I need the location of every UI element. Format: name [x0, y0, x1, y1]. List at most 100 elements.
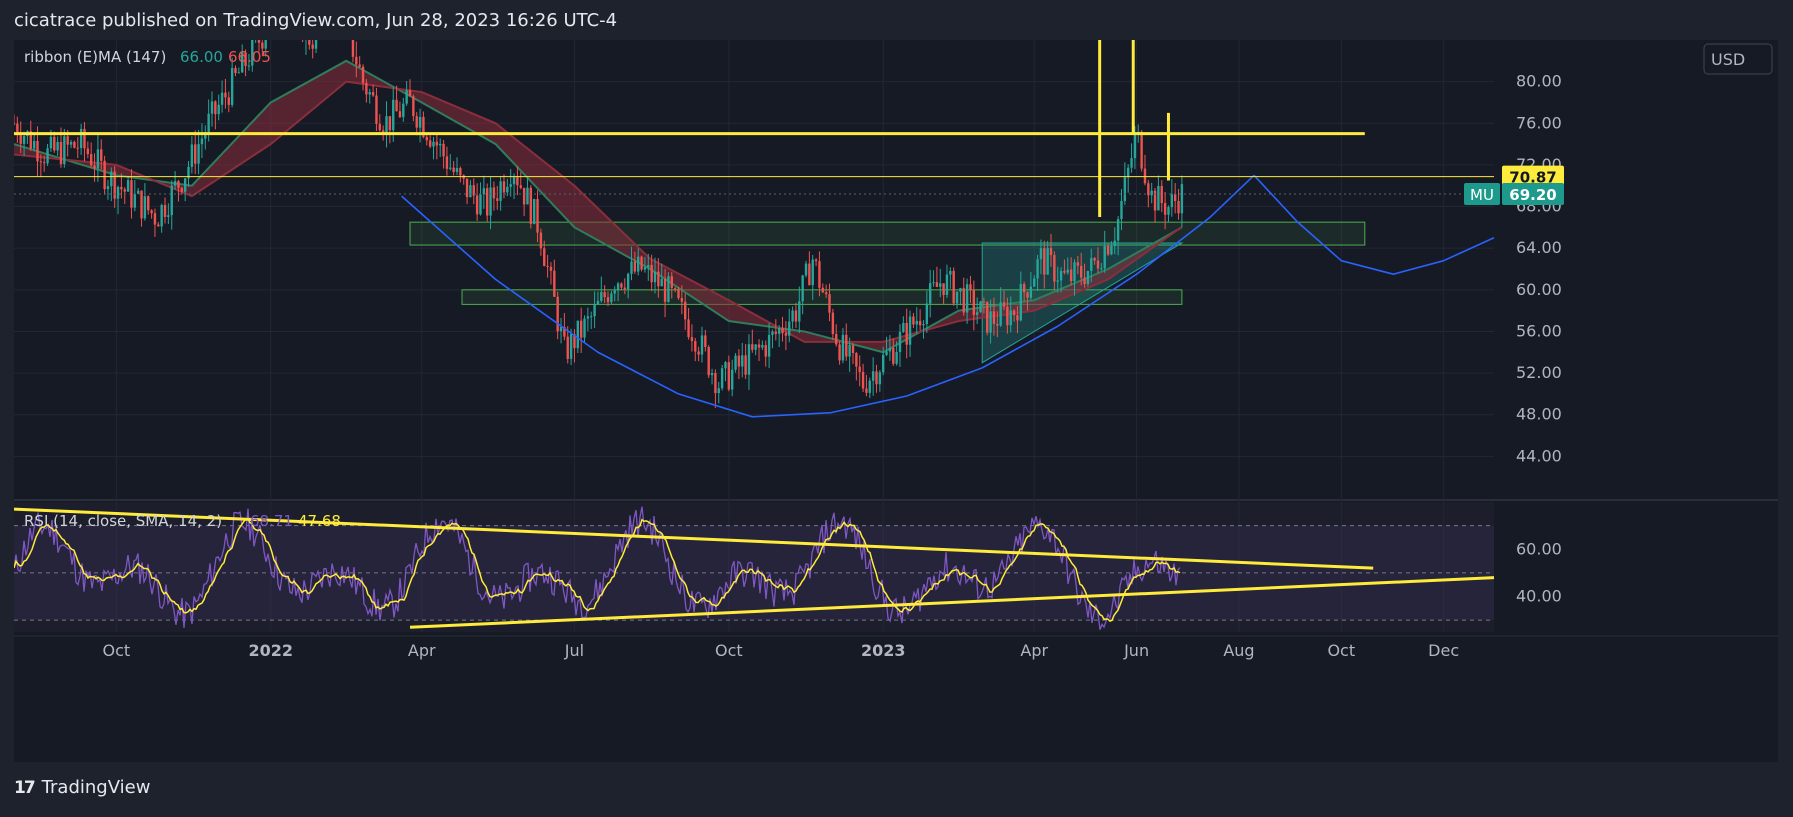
- candle-body: [939, 283, 942, 287]
- candle-body: [485, 188, 489, 216]
- candle-body: [1126, 167, 1130, 178]
- candle-body: [1163, 203, 1167, 215]
- rsi-sma-line: [13, 517, 1181, 622]
- candle-body: [569, 334, 573, 359]
- candle-body: [774, 331, 778, 334]
- candle-body: [425, 136, 428, 141]
- candle-body: [858, 366, 861, 372]
- currency-box[interactable]: [1703, 43, 1773, 75]
- candle-body: [482, 188, 486, 195]
- candle-body: [66, 136, 69, 145]
- candle-body: [754, 344, 757, 350]
- candle-body: [395, 99, 398, 112]
- chart-svg[interactable]: 40.00 60.00 44.00 48.00 52.00 56.00 60.00 64.0…: [12, 0, 1782, 762]
- axes: 44.0048.0052.0056.0060.0064.0068.0072.00…: [103, 72, 1564, 660]
- candle-body: [1086, 270, 1090, 284]
- price-legend-value-2: 66.05: [228, 48, 271, 66]
- price-axis-tick-label: 52.00: [1516, 363, 1562, 382]
- price-badge-value: 70.87: [1509, 169, 1556, 187]
- candle-body: [79, 128, 83, 149]
- candle-body: [791, 310, 794, 322]
- candle-body: [220, 92, 224, 105]
- candle-body: [865, 388, 868, 393]
- candle-body: [378, 123, 382, 131]
- candle-body: [358, 64, 361, 67]
- price-badge-value: 69.20: [1509, 186, 1556, 204]
- candle-body: [1053, 255, 1056, 282]
- candle-body: [637, 256, 640, 272]
- candle-body: [667, 276, 670, 302]
- candle-body: [241, 52, 244, 73]
- drawings[interactable]: [14, 40, 1495, 418]
- candle-body: [475, 195, 479, 215]
- candle-body: [160, 205, 163, 227]
- candle-body: [761, 345, 764, 348]
- price-axis-tick-label: 56.00: [1516, 321, 1562, 340]
- candle-body: [46, 148, 49, 164]
- candle-body: [684, 301, 687, 320]
- candle-body: [200, 138, 204, 145]
- time-axis-tick-label: Jun: [1123, 641, 1149, 660]
- rsi-line: [13, 506, 1181, 630]
- time-axis-tick-label: 2022: [248, 641, 293, 660]
- cup-curve: [401, 174, 1255, 418]
- candle-body: [43, 162, 46, 164]
- candle-body: [388, 116, 392, 131]
- candle-body: [818, 261, 821, 288]
- candle-body: [982, 301, 986, 303]
- candle-body: [771, 331, 774, 335]
- candle-body: [630, 261, 633, 274]
- candle-body: [737, 355, 741, 367]
- candle-body: [150, 210, 153, 214]
- chart-area[interactable]: 40.00 60.00 44.00 48.00 52.00 56.00 60.00 64.0…: [12, 0, 1782, 762]
- candle-body: [794, 310, 798, 322]
- candle-body: [576, 320, 580, 349]
- candle-body: [1073, 262, 1076, 282]
- candle-body: [972, 289, 976, 315]
- candle-body: [177, 181, 180, 188]
- candle-body: [918, 320, 922, 326]
- candle-body: [932, 282, 935, 284]
- ascending-triangle: [981, 242, 1184, 364]
- candle-body: [955, 291, 959, 304]
- candle-body: [992, 311, 996, 324]
- price-axis-tick-label: 44.00: [1516, 446, 1562, 465]
- candle-body: [616, 283, 620, 291]
- candle-body: [532, 199, 536, 224]
- candle-body: [1180, 184, 1184, 214]
- candle-body: [1113, 240, 1116, 247]
- candle-body: [573, 334, 576, 349]
- candle-body: [1016, 315, 1019, 321]
- candle-body: [727, 362, 731, 390]
- candle-body: [777, 327, 781, 334]
- candle-body: [714, 373, 717, 394]
- candle-body: [650, 264, 653, 283]
- candle-body: [1080, 265, 1083, 278]
- candle-body: [640, 256, 643, 270]
- candle-body: [472, 185, 475, 196]
- candle-body: [1110, 246, 1113, 255]
- candle-body: [217, 104, 220, 115]
- candle-body: [492, 187, 496, 199]
- candle-body: [449, 167, 452, 169]
- candle-body: [979, 301, 982, 313]
- support-zone: [409, 221, 1366, 246]
- candle-body: [720, 368, 724, 389]
- candle-body: [871, 371, 875, 381]
- candle-body: [1123, 177, 1127, 201]
- candle-body: [1116, 219, 1120, 241]
- candle-body: [848, 345, 851, 357]
- candle-body: [1012, 310, 1016, 316]
- candle-body: [610, 293, 613, 303]
- candle-body: [583, 318, 586, 338]
- candle-body: [214, 101, 217, 115]
- candle-body: [1100, 268, 1103, 270]
- candle-body: [1036, 259, 1039, 279]
- candle-body: [264, 37, 267, 49]
- candle-body: [435, 141, 439, 146]
- candle-body: [1160, 185, 1163, 204]
- candle-body: [469, 185, 472, 198]
- candle-body: [1143, 168, 1147, 184]
- candle-body: [942, 283, 945, 295]
- candle-body: [925, 303, 929, 325]
